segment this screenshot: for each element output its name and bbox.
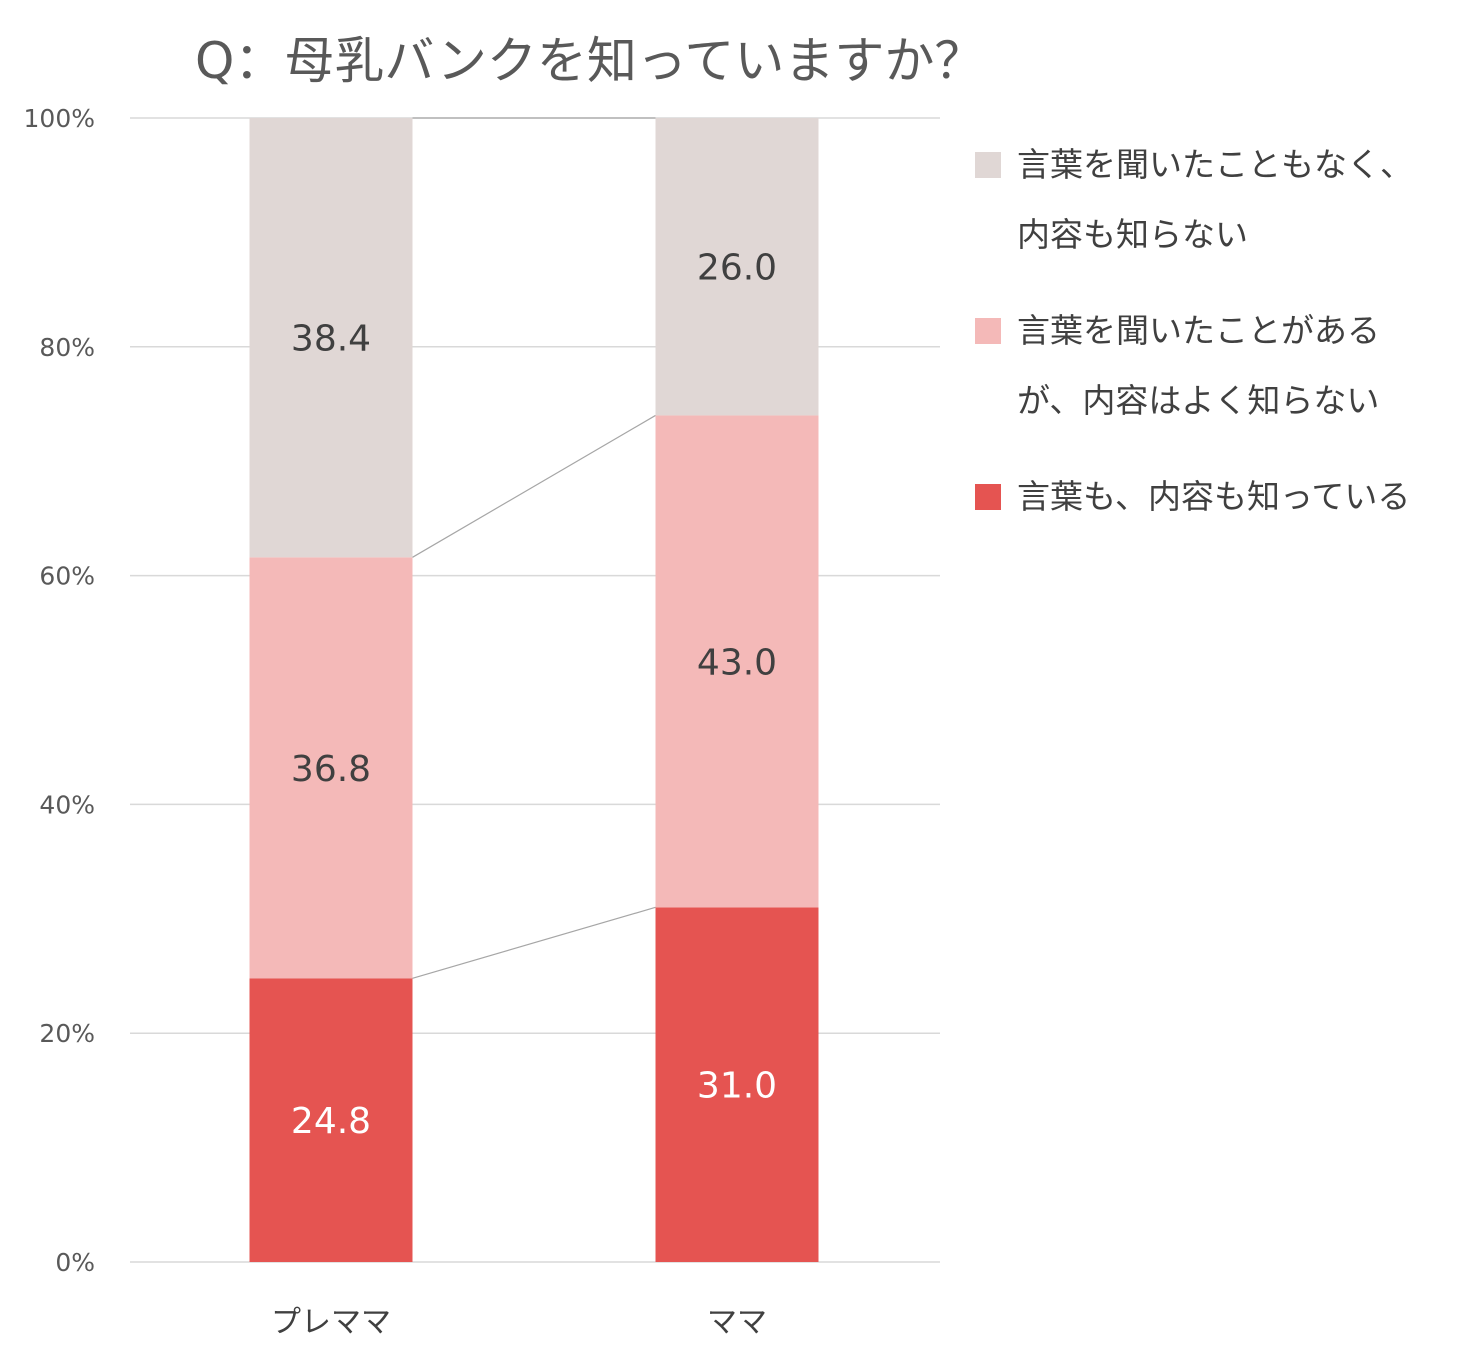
y-tick-label: 100%: [24, 104, 95, 133]
data-label: 38.4: [291, 319, 371, 360]
legend: 言葉を聞いたこともなく、 内容も知らない 言葉を聞いたことがある が、内容はよく…: [975, 130, 1455, 558]
legend-item-heard: 言葉を聞いたことがある が、内容はよく知らない: [975, 296, 1455, 436]
data-label: 31.0: [697, 1066, 777, 1107]
connector-lines: [412, 117, 656, 979]
x-axis-ticks: プレママ ママ: [271, 1305, 767, 1340]
y-tick-label: 60%: [39, 562, 95, 591]
x-tick-label: ママ: [707, 1305, 767, 1340]
legend-item-unaware: 言葉を聞いたこともなく、 内容も知らない: [975, 130, 1455, 270]
bars: [249, 118, 819, 1262]
series-connector: [412, 414, 656, 558]
legend-swatch: [975, 484, 1001, 510]
bar-segment: [249, 118, 413, 558]
legend-label: 内容も知らない: [1017, 215, 1248, 254]
data-label: 43.0: [697, 642, 777, 683]
y-axis-ticks: 0% 20% 40% 60% 80% 100%: [24, 104, 95, 1277]
bar-segment: [655, 907, 819, 1262]
y-tick-label: 0%: [55, 1248, 95, 1277]
legend-label: 言葉を聞いたこともなく、: [1017, 145, 1413, 184]
chart-title: Q：母乳バンクを知っていますか？: [195, 32, 984, 90]
data-label: 26.0: [697, 248, 777, 289]
y-tick-label: 80%: [39, 333, 95, 362]
legend-item-aware: 言葉も、内容も知っている: [975, 462, 1455, 532]
bar-segment: [655, 415, 819, 908]
data-labels: 24.8 31.0 36.8 43.0 38.4 26.0: [291, 248, 777, 1142]
series-connector: [412, 906, 656, 979]
legend-label: 言葉を聞いたことがある: [1017, 311, 1380, 350]
bar-segment: [249, 557, 413, 979]
legend-label: が、内容はよく知らない: [1017, 381, 1380, 420]
data-label: 36.8: [291, 749, 371, 790]
data-label: 24.8: [291, 1101, 371, 1142]
bar-segment: [655, 118, 819, 416]
x-tick-label: プレママ: [271, 1305, 391, 1340]
y-tick-label: 40%: [39, 790, 95, 819]
legend-swatch: [975, 152, 1001, 178]
legend-swatch: [975, 318, 1001, 344]
legend-label: 言葉も、内容も知っている: [1017, 477, 1411, 516]
bar-segment: [249, 978, 413, 1262]
y-tick-label: 20%: [39, 1019, 95, 1048]
